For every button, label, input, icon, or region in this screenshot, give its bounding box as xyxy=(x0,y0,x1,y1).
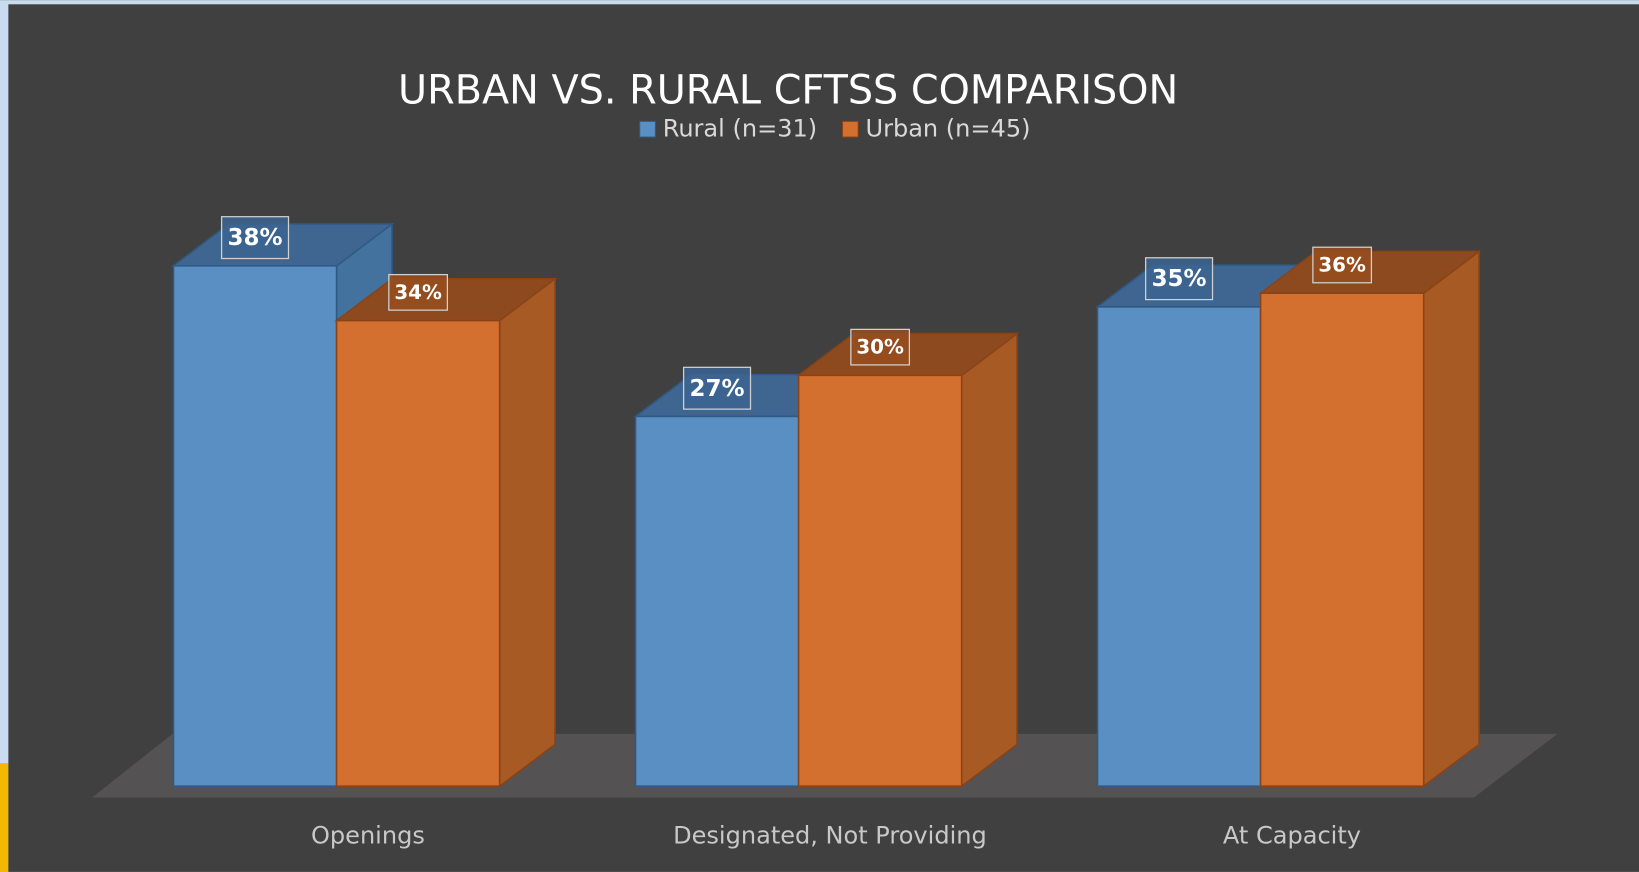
x-tick-label: Openings xyxy=(311,821,425,849)
value-label: 27% xyxy=(690,376,745,402)
x-tick-label: At Capacity xyxy=(1223,821,1361,849)
bar-side xyxy=(498,277,556,788)
accent-strip xyxy=(0,763,9,872)
value-label: 30% xyxy=(856,336,904,359)
legend-label: Urban (n=45) xyxy=(865,115,1030,143)
value-label-box xyxy=(682,366,752,410)
value-label-box xyxy=(1145,257,1214,301)
value-label-box xyxy=(1312,246,1373,284)
value-label-box xyxy=(388,273,449,311)
bar xyxy=(1096,306,1262,787)
x-tick-label: Designated, Not Providing xyxy=(673,821,987,849)
value-label: 38% xyxy=(228,225,283,251)
legend-label: Rural (n=31) xyxy=(663,115,817,143)
bar-side xyxy=(1422,249,1480,788)
legend-swatch xyxy=(639,120,656,138)
value-label-box xyxy=(850,328,911,366)
value-label: 34% xyxy=(394,281,442,304)
bar xyxy=(634,415,800,787)
value-label: 36% xyxy=(1318,254,1366,277)
bar-side xyxy=(960,331,1018,788)
value-label-box xyxy=(220,216,290,260)
value-label: 35% xyxy=(1152,266,1207,292)
chart-title: URBAN VS. RURAL CFTSS COMPARISON xyxy=(398,68,1178,114)
legend-swatch xyxy=(841,120,859,138)
bar xyxy=(335,319,501,787)
bar xyxy=(1259,292,1425,787)
bar xyxy=(172,265,338,787)
bar xyxy=(797,374,963,787)
